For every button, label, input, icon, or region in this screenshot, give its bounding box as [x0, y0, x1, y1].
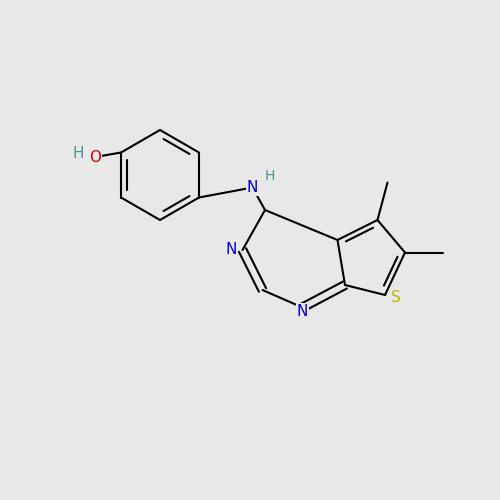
- Text: H: H: [265, 170, 275, 183]
- Text: N: N: [297, 304, 308, 319]
- Text: H: H: [73, 146, 84, 161]
- Text: O: O: [89, 150, 101, 165]
- Text: N: N: [225, 242, 236, 258]
- Text: N: N: [247, 180, 258, 195]
- Text: S: S: [391, 290, 401, 305]
